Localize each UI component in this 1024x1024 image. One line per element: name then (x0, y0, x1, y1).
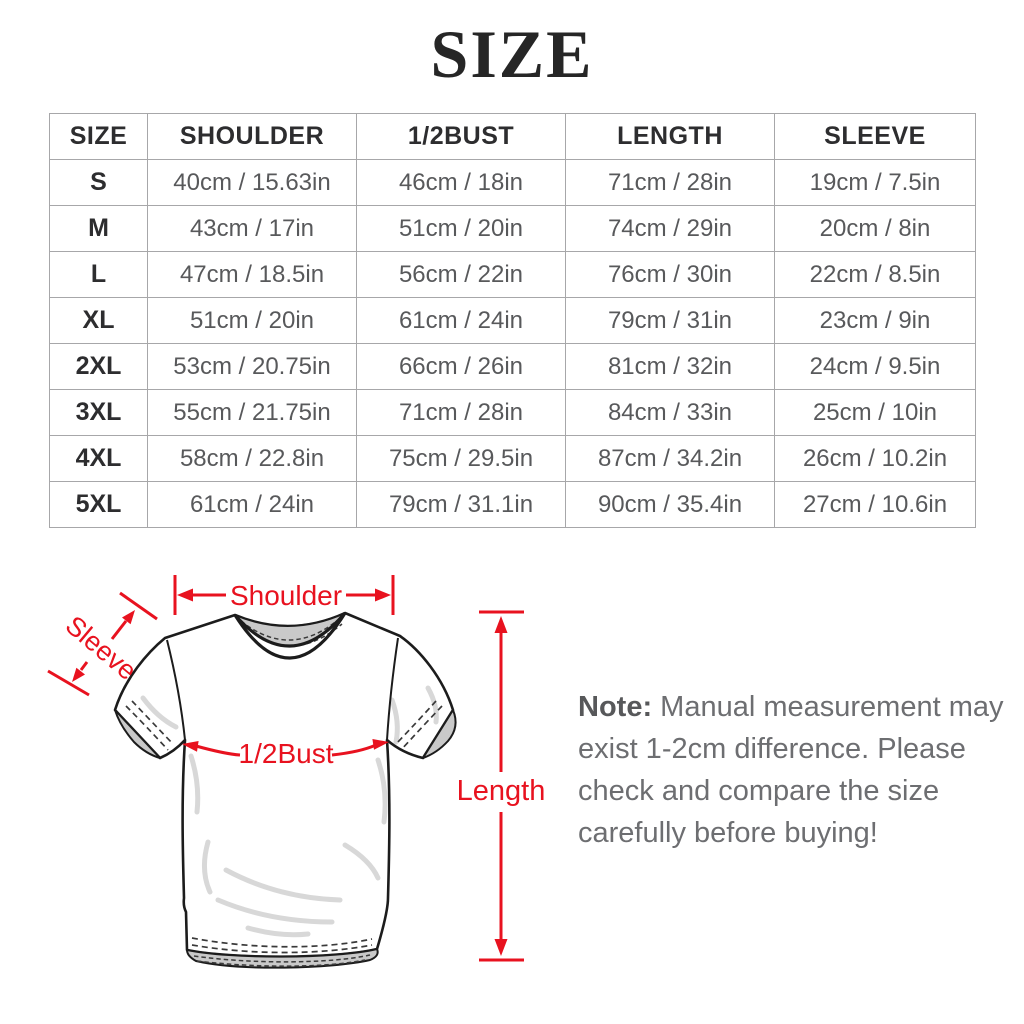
table-header-row: SIZE SHOULDER 1/2BUST LENGTH SLEEVE (49, 113, 976, 160)
sleeve-cell: 22cm / 8.5in (774, 251, 976, 298)
length-cell: 84cm / 33in (565, 389, 775, 436)
size-cell: 2XL (49, 343, 148, 390)
front-neckline (233, 612, 347, 660)
length-cell: 81cm / 32in (565, 343, 775, 390)
collar-band-top (233, 611, 347, 648)
sleeve-cell: 19cm / 7.5in (774, 159, 976, 206)
note-line: check and compare the size (578, 775, 940, 807)
bust-cell: 61cm / 24in (356, 297, 566, 344)
length-cell: 76cm / 30in (565, 251, 775, 298)
note-line: Note: Manual measurement may (578, 686, 1004, 728)
length-cell: 74cm / 29in (565, 205, 775, 252)
length-cell: 71cm / 28in (565, 159, 775, 206)
size-table: SIZE SHOULDER 1/2BUST LENGTH SLEEVE S 40… (49, 113, 976, 528)
length-measure: Length (457, 610, 546, 962)
header-length: LENGTH (565, 113, 775, 160)
note-text: Manual measurement may (660, 691, 1004, 723)
length-cell: 79cm / 31in (565, 297, 775, 344)
left-cuff (114, 709, 161, 759)
size-cell: S (49, 159, 148, 206)
header-size: SIZE (49, 113, 148, 160)
shoulder-cell: 53cm / 20.75in (147, 343, 357, 390)
tshirt-illustration (113, 611, 457, 969)
bust-cell: 79cm / 31.1in (356, 481, 566, 528)
shoulder-cell: 55cm / 21.75in (147, 389, 357, 436)
note-line: exist 1-2cm difference. Please (578, 733, 966, 765)
table-row: S 40cm / 15.63in 46cm / 18in 71cm / 28in… (49, 159, 976, 206)
length-label: Length (457, 775, 546, 807)
bust-cell: 56cm / 22in (356, 251, 566, 298)
bust-cell: 51cm / 20in (356, 205, 566, 252)
sleeve-cell: 25cm / 10in (774, 389, 976, 436)
tshirt-measurement-diagram: Shoulder Sleeve 1/2Bust Length (47, 575, 546, 969)
size-cell: 3XL (49, 389, 148, 436)
bust-measure: 1/2Bust (182, 738, 389, 769)
shoulder-label: Shoulder (230, 580, 342, 611)
size-cell: L (49, 251, 148, 298)
bust-cell: 75cm / 29.5in (356, 435, 566, 482)
table-row: 5XL 61cm / 24in 79cm / 31.1in 90cm / 35.… (49, 481, 976, 528)
table-row: M 43cm / 17in 51cm / 20in 74cm / 29in 20… (49, 205, 976, 252)
size-cell: 5XL (49, 481, 148, 528)
bust-cell: 66cm / 26in (356, 343, 566, 390)
right-cuff (422, 709, 457, 759)
size-cell: 4XL (49, 435, 148, 482)
note-block: Note: Manual measurement may exist 1-2cm… (578, 686, 1004, 854)
left-sleeve-seam (166, 639, 186, 741)
shoulder-cell: 47cm / 18.5in (147, 251, 357, 298)
sleeve-cell: 23cm / 9in (774, 297, 976, 344)
tshirt-body (113, 611, 455, 958)
note-line: carefully before buying! (578, 817, 878, 849)
sleeve-cell: 24cm / 9.5in (774, 343, 976, 390)
shoulder-cell: 43cm / 17in (147, 205, 357, 252)
sleeve-cell: 20cm / 8in (774, 205, 976, 252)
table-row: 2XL 53cm / 20.75in 66cm / 26in 81cm / 32… (49, 343, 976, 390)
table-row: XL 51cm / 20in 61cm / 24in 79cm / 31in 2… (49, 297, 976, 344)
bust-label: 1/2Bust (239, 738, 334, 769)
shoulder-cell: 58cm / 22.8in (147, 435, 357, 482)
size-cell: M (49, 205, 148, 252)
shoulder-cell: 51cm / 20in (147, 297, 357, 344)
note-label: Note: (578, 691, 653, 723)
shoulder-cell: 40cm / 15.63in (147, 159, 357, 206)
header-bust: 1/2BUST (356, 113, 566, 160)
sleeve-cell: 27cm / 10.6in (774, 481, 976, 528)
table-row: L 47cm / 18.5in 56cm / 22in 76cm / 30in … (49, 251, 976, 298)
bust-cell: 71cm / 28in (356, 389, 566, 436)
length-cell: 90cm / 35.4in (565, 481, 775, 528)
shoulder-cell: 61cm / 24in (147, 481, 357, 528)
header-shoulder: SHOULDER (147, 113, 357, 160)
page-title: SIZE (430, 16, 594, 92)
sleeve-cell: 26cm / 10.2in (774, 435, 976, 482)
table-row: 4XL 58cm / 22.8in 75cm / 29.5in 87cm / 3… (49, 435, 976, 482)
shoulder-measure: Shoulder (173, 575, 395, 615)
right-sleeve-seam (386, 637, 399, 741)
size-cell: XL (49, 297, 148, 344)
table-row: 3XL 55cm / 21.75in 71cm / 28in 84cm / 33… (49, 389, 976, 436)
bust-cell: 46cm / 18in (356, 159, 566, 206)
header-sleeve: SLEEVE (774, 113, 976, 160)
length-cell: 87cm / 34.2in (565, 435, 775, 482)
hem-band (186, 948, 379, 969)
